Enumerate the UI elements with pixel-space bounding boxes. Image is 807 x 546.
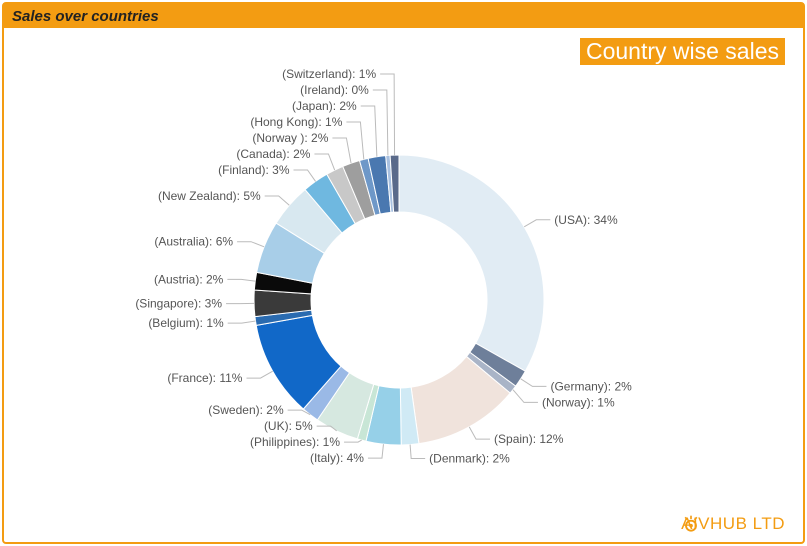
leader-line: [344, 440, 362, 442]
slice-label: (Sweden): 2%: [208, 403, 284, 417]
slice-label: (New Zealand): 5%: [158, 189, 261, 203]
slice-label: (Switzerland): 1%: [282, 67, 376, 81]
donut-slice: [399, 155, 544, 371]
slice-label: (Germany): 2%: [550, 379, 632, 393]
slice-label: (Australia): 6%: [154, 235, 233, 249]
leader-line: [332, 138, 351, 163]
header-title: Sales over countries: [12, 8, 159, 25]
slice-label: (Hong Kong): 1%: [250, 115, 342, 129]
footer-brand: AIVHUB LTD: [681, 514, 785, 534]
brand-icon: [681, 514, 701, 534]
leader-line: [227, 279, 255, 281]
leader-line: [469, 427, 490, 439]
slice-label: (Finland): 3%: [218, 163, 290, 177]
leader-line: [246, 371, 272, 378]
slice-label: (Italy): 4%: [310, 451, 364, 465]
slice-label: (USA): 34%: [554, 213, 618, 227]
chart-area: (USA): 34% (Germany): 2% (Norway): 1% (Spai…: [4, 65, 803, 505]
leader-line: [294, 170, 316, 181]
subtitle-row: Country wise sales: [4, 28, 803, 65]
leader-line: [521, 379, 547, 387]
slice-label: (Austria): 2%: [154, 272, 224, 286]
leader-line: [265, 196, 290, 205]
leader-line: [368, 444, 383, 458]
slice-label: (Canada): 2%: [236, 147, 310, 161]
slice-label: (Norway): 1%: [542, 395, 615, 409]
leader-line: [410, 445, 425, 459]
slice-label: (Ireland): 0%: [300, 83, 369, 97]
leader-line: [237, 242, 264, 247]
slice-label: (Philippines): 1%: [250, 435, 340, 449]
leader-line: [513, 390, 538, 403]
report-frame: Sales over countries Country wise sales …: [2, 2, 805, 544]
donut-chart: (USA): 34% (Germany): 2% (Norway): 1% (Spai…: [4, 65, 807, 505]
leader-line: [314, 154, 334, 170]
leader-line: [228, 321, 256, 323]
slice-label: (Belgium): 1%: [148, 316, 224, 330]
slice-label: (UK): 5%: [264, 419, 313, 433]
header-bar: Sales over countries: [4, 4, 803, 28]
slice-label: (Denmark): 2%: [429, 452, 510, 466]
slice-label: (France): 11%: [167, 371, 242, 385]
chart-subtitle: Country wise sales: [580, 38, 785, 65]
leader-line: [524, 220, 550, 227]
slice-label: (Singapore): 3%: [135, 297, 222, 311]
slice-label: (Spain): 12%: [494, 432, 564, 446]
slice-label: (Norway ): 2%: [252, 131, 328, 145]
slice-label: (Japan): 2%: [292, 99, 357, 113]
